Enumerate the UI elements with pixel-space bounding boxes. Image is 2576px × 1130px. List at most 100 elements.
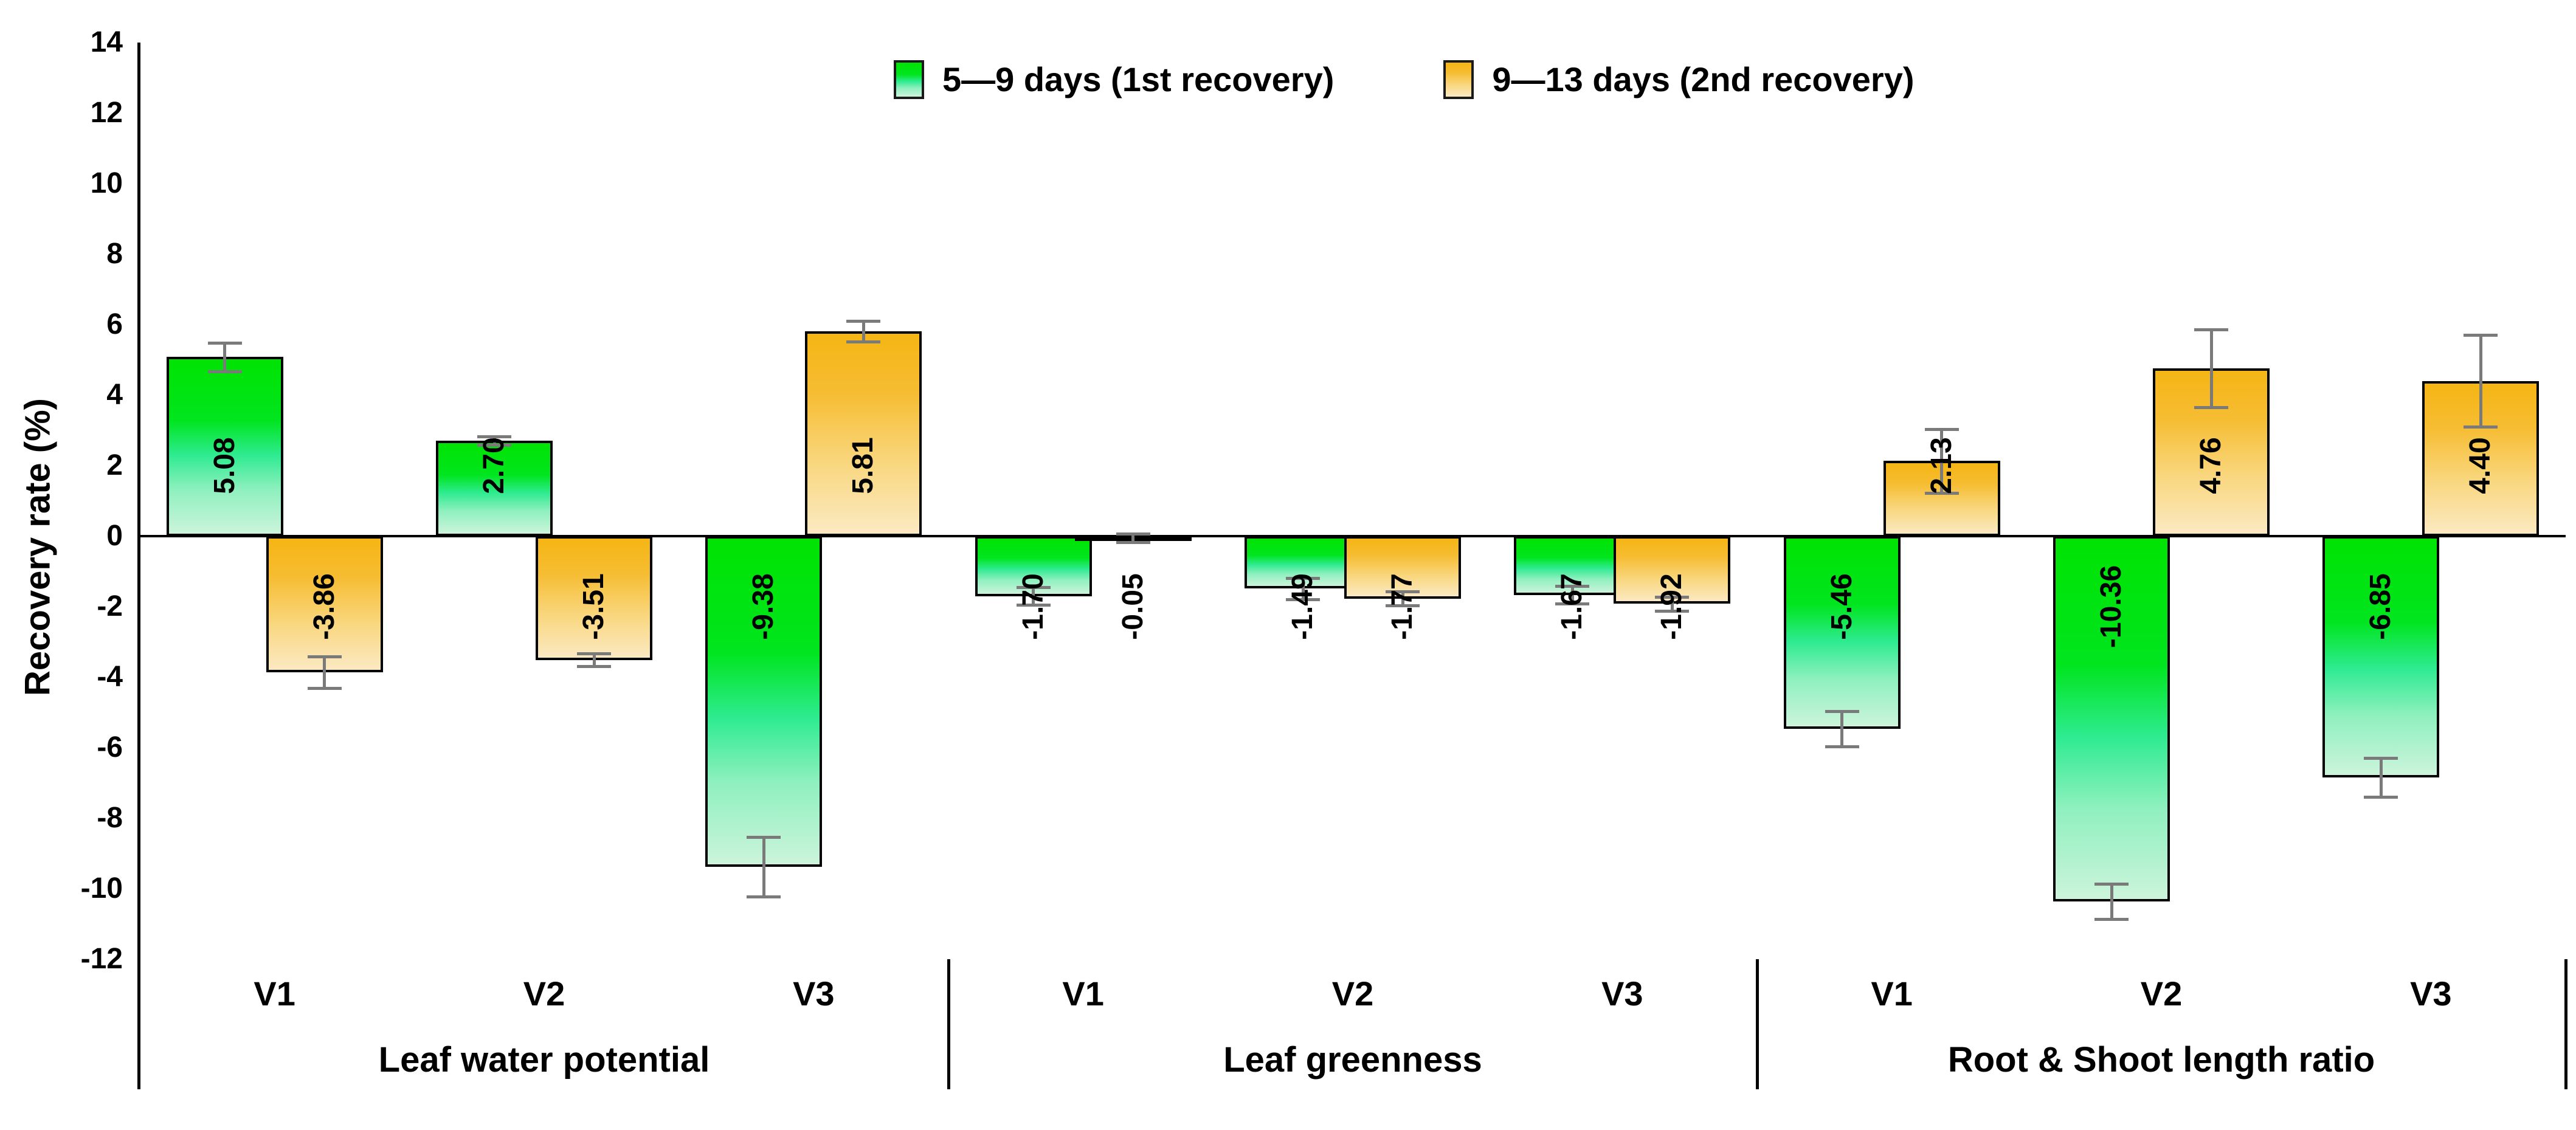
group-label: Root & Shoot length ratio <box>1947 1040 2375 1080</box>
error-bar <box>2479 335 2482 427</box>
error-bar-cap <box>1825 709 1859 713</box>
error-bar-cap <box>1655 595 1690 599</box>
bar-value-label: -1.77 <box>1386 573 1418 640</box>
error-bar-cap <box>1555 585 1590 588</box>
y-tick-label: 4 <box>106 379 123 411</box>
error-bar-cap <box>577 665 611 669</box>
bar <box>1783 536 1901 729</box>
error-bar <box>1570 586 1574 604</box>
error-bar-cap <box>1924 491 1959 495</box>
y-tick-label: -12 <box>80 943 123 975</box>
error-bar <box>1940 429 1944 493</box>
error-bar-cap <box>1825 745 1859 748</box>
bar-value-label: 2.13 <box>1925 437 1958 494</box>
bar-value-label: -1.92 <box>1656 573 1688 640</box>
bar-value-label: 4.76 <box>2195 437 2227 494</box>
legend-swatch-orange-icon <box>1443 60 1474 99</box>
error-bar <box>1840 711 1844 746</box>
error-bar <box>1401 591 1404 606</box>
error-bar <box>762 836 765 897</box>
error-bar-cap <box>1386 590 1420 594</box>
error-bar <box>1301 578 1305 599</box>
error-bar-cap <box>1016 586 1051 590</box>
bar <box>805 331 922 536</box>
y-tick-label: 6 <box>106 308 123 340</box>
y-tick-label: 2 <box>106 449 123 481</box>
error-bar <box>862 320 865 342</box>
bar-value-label: -1.67 <box>1556 573 1589 640</box>
error-bar-cap <box>846 319 881 323</box>
error-bar-cap <box>1924 428 1959 432</box>
bar-value-label: 4.40 <box>2464 437 2497 494</box>
error-bar-cap <box>2464 425 2498 429</box>
y-tick-label: -2 <box>97 590 123 622</box>
category-label: V2 <box>1331 974 1374 1013</box>
legend: 5—9 days (1st recovery) 9—13 days (2nd r… <box>894 60 1914 99</box>
category-label: V3 <box>2410 974 2452 1013</box>
group-separator-line <box>947 959 950 1089</box>
error-bar-cap <box>2464 334 2498 337</box>
error-bar <box>323 656 326 688</box>
error-bar-cap <box>207 342 242 345</box>
bar-value-label: -10.36 <box>2095 565 2127 649</box>
y-tick-label: 8 <box>106 238 123 270</box>
bar-value-label: -9.38 <box>747 573 780 640</box>
bar <box>705 536 823 867</box>
bar <box>2053 536 2170 901</box>
category-label: V1 <box>254 974 295 1013</box>
category-label: V2 <box>523 974 565 1013</box>
error-bar-cap <box>477 444 511 447</box>
bar <box>266 536 383 672</box>
bar-value-label: 5.08 <box>208 437 241 494</box>
category-label: V2 <box>2140 974 2183 1013</box>
bar <box>1344 536 1461 599</box>
error-bar-cap <box>2364 796 2398 799</box>
bar-value-label: -1.49 <box>1286 573 1319 640</box>
category-label: V3 <box>1601 974 1643 1013</box>
y-tick-label: 0 <box>106 520 123 552</box>
y-axis-line <box>137 43 140 1089</box>
y-tick-label: 14 <box>90 26 123 58</box>
error-bar-cap <box>1655 609 1690 613</box>
y-tick-label: -6 <box>97 731 123 763</box>
error-bar-cap <box>307 655 342 658</box>
error-bar <box>2209 329 2213 407</box>
error-bar-cap <box>846 340 881 344</box>
group-label: Leaf greenness <box>1223 1040 1482 1080</box>
error-bar-cap <box>1286 598 1320 601</box>
legend-item-first-recovery: 5—9 days (1st recovery) <box>894 60 1334 99</box>
category-label: V3 <box>793 974 835 1013</box>
error-bar <box>2379 758 2383 798</box>
y-tick-label: -10 <box>80 872 123 904</box>
bar <box>1614 536 1731 604</box>
error-bar-cap <box>477 435 511 439</box>
bar-value-label: -5.46 <box>1825 573 1858 640</box>
y-tick-label: 10 <box>90 167 123 199</box>
error-bar <box>1670 596 1674 611</box>
category-label: V1 <box>1062 974 1104 1013</box>
error-bar-cap <box>1286 577 1320 581</box>
group-label: Leaf water potential <box>378 1040 710 1080</box>
bar <box>166 357 283 536</box>
bar-value-label: -1.70 <box>1017 573 1049 640</box>
bar-value-label: 5.81 <box>847 437 880 494</box>
error-bar-cap <box>307 686 342 690</box>
bar <box>436 441 553 536</box>
legend-item-second-recovery: 9—13 days (2nd recovery) <box>1443 60 1914 99</box>
legend-label-first-recovery: 5—9 days (1st recovery) <box>942 60 1335 98</box>
bar-value-label: 2.70 <box>478 437 510 494</box>
bar-value-label: -0.05 <box>1116 573 1149 640</box>
category-label: V1 <box>1871 974 1913 1013</box>
error-bar-cap <box>747 895 781 899</box>
error-bar-cap <box>2194 328 2228 332</box>
error-bar-cap <box>1116 540 1150 544</box>
error-bar-cap <box>207 370 242 373</box>
bar <box>2322 536 2440 778</box>
error-bar <box>2110 883 2113 919</box>
group-separator-line <box>2564 959 2567 1089</box>
bar-value-label: -3.51 <box>578 573 610 640</box>
group-separator-line <box>1756 959 1759 1089</box>
error-bar-cap <box>1555 602 1590 606</box>
error-bar-cap <box>2094 882 2129 886</box>
